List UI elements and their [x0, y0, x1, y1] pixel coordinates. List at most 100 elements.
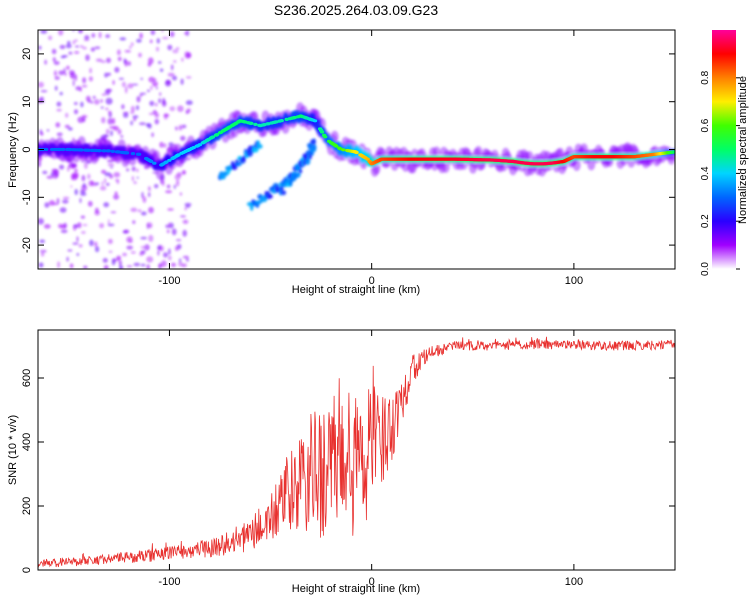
speckle [60, 55, 66, 59]
y-tick-label: 200 [21, 497, 33, 515]
speckle [80, 192, 87, 196]
speckle [94, 241, 98, 247]
speckle [126, 265, 133, 268]
speckle [185, 100, 193, 106]
speckle [179, 192, 182, 196]
speckle [176, 172, 183, 177]
x-tick-label: 100 [565, 576, 583, 588]
speckle [117, 129, 122, 135]
speckle [70, 173, 75, 181]
speckle [68, 51, 73, 55]
speckle [104, 72, 109, 78]
speckle [103, 265, 109, 269]
speckle [176, 243, 182, 250]
branch-blob [249, 203, 254, 211]
speckle [119, 264, 122, 269]
speckle [64, 72, 67, 77]
speckle [140, 211, 147, 216]
branch-blob [294, 172, 301, 178]
speckle [169, 106, 176, 112]
speckle [107, 163, 115, 167]
speckle [146, 256, 154, 263]
speckle [80, 30, 83, 33]
speckle [150, 30, 156, 35]
speckle [110, 130, 113, 137]
speckle [38, 160, 42, 168]
speckle [105, 107, 109, 111]
speckle [151, 132, 154, 138]
speckle [67, 249, 73, 252]
ridge-halo [441, 160, 450, 173]
speckle [162, 97, 166, 105]
speckle [171, 262, 176, 267]
speckle [109, 174, 113, 179]
speckle [103, 134, 109, 138]
snr-x-label: Height of straight line (km) [292, 583, 420, 595]
speckle [168, 142, 174, 147]
speckle [107, 72, 111, 76]
speckle [70, 185, 73, 188]
speckle [142, 196, 147, 203]
speckle [173, 184, 176, 190]
speckle [99, 223, 105, 229]
ridge-core [43, 147, 49, 152]
speckle [166, 184, 171, 189]
speckle [119, 37, 127, 41]
speckle [139, 32, 143, 39]
speckle [101, 93, 107, 96]
ridge-core [249, 121, 254, 125]
speckle [39, 129, 43, 135]
speckle [42, 170, 48, 175]
speckle [108, 110, 112, 114]
speckle [179, 258, 182, 263]
speckle [112, 80, 115, 85]
ridge-core [279, 119, 284, 123]
speckle [162, 179, 165, 187]
speckle [69, 263, 74, 269]
speckle [59, 207, 67, 213]
speckle [133, 117, 137, 122]
branch-blob [298, 169, 303, 174]
speckle [82, 77, 87, 84]
speckle [85, 54, 90, 61]
ridge-core [365, 157, 370, 161]
speckle [171, 228, 177, 236]
speckle [127, 83, 134, 89]
speckle [95, 58, 103, 62]
speckle [67, 166, 70, 172]
speckle [114, 66, 120, 73]
branch-blob [267, 194, 273, 199]
speckle [167, 72, 175, 77]
speckle [132, 115, 139, 119]
speckle [167, 44, 173, 51]
speckle [77, 116, 84, 124]
speckle [162, 143, 167, 148]
snr-x-ticks: -100 0 100 [158, 330, 583, 588]
ridge-core [323, 135, 328, 139]
speckle [113, 194, 120, 200]
speckle [67, 40, 71, 45]
speckle [91, 33, 96, 38]
speckle [55, 122, 61, 128]
speckle [109, 126, 116, 129]
snr-panel: -100 0 100 0 200 400 600 Height of straight l… [7, 329, 676, 595]
speckle [127, 61, 131, 66]
speckle [169, 31, 175, 38]
speckle [93, 99, 100, 105]
speckle [185, 110, 189, 114]
speckle [83, 162, 88, 169]
speckle [44, 202, 50, 208]
speckle [185, 157, 191, 161]
speckle [106, 57, 111, 63]
speckle [59, 91, 63, 96]
speckle [173, 60, 177, 63]
speckle [147, 123, 152, 129]
speckle [148, 112, 155, 115]
speckle [140, 77, 143, 80]
speckle [182, 255, 189, 259]
snr-plot-area [38, 330, 675, 570]
speckle [150, 85, 153, 91]
speckle [80, 101, 84, 108]
speckle [154, 184, 159, 189]
speckle [108, 238, 113, 244]
